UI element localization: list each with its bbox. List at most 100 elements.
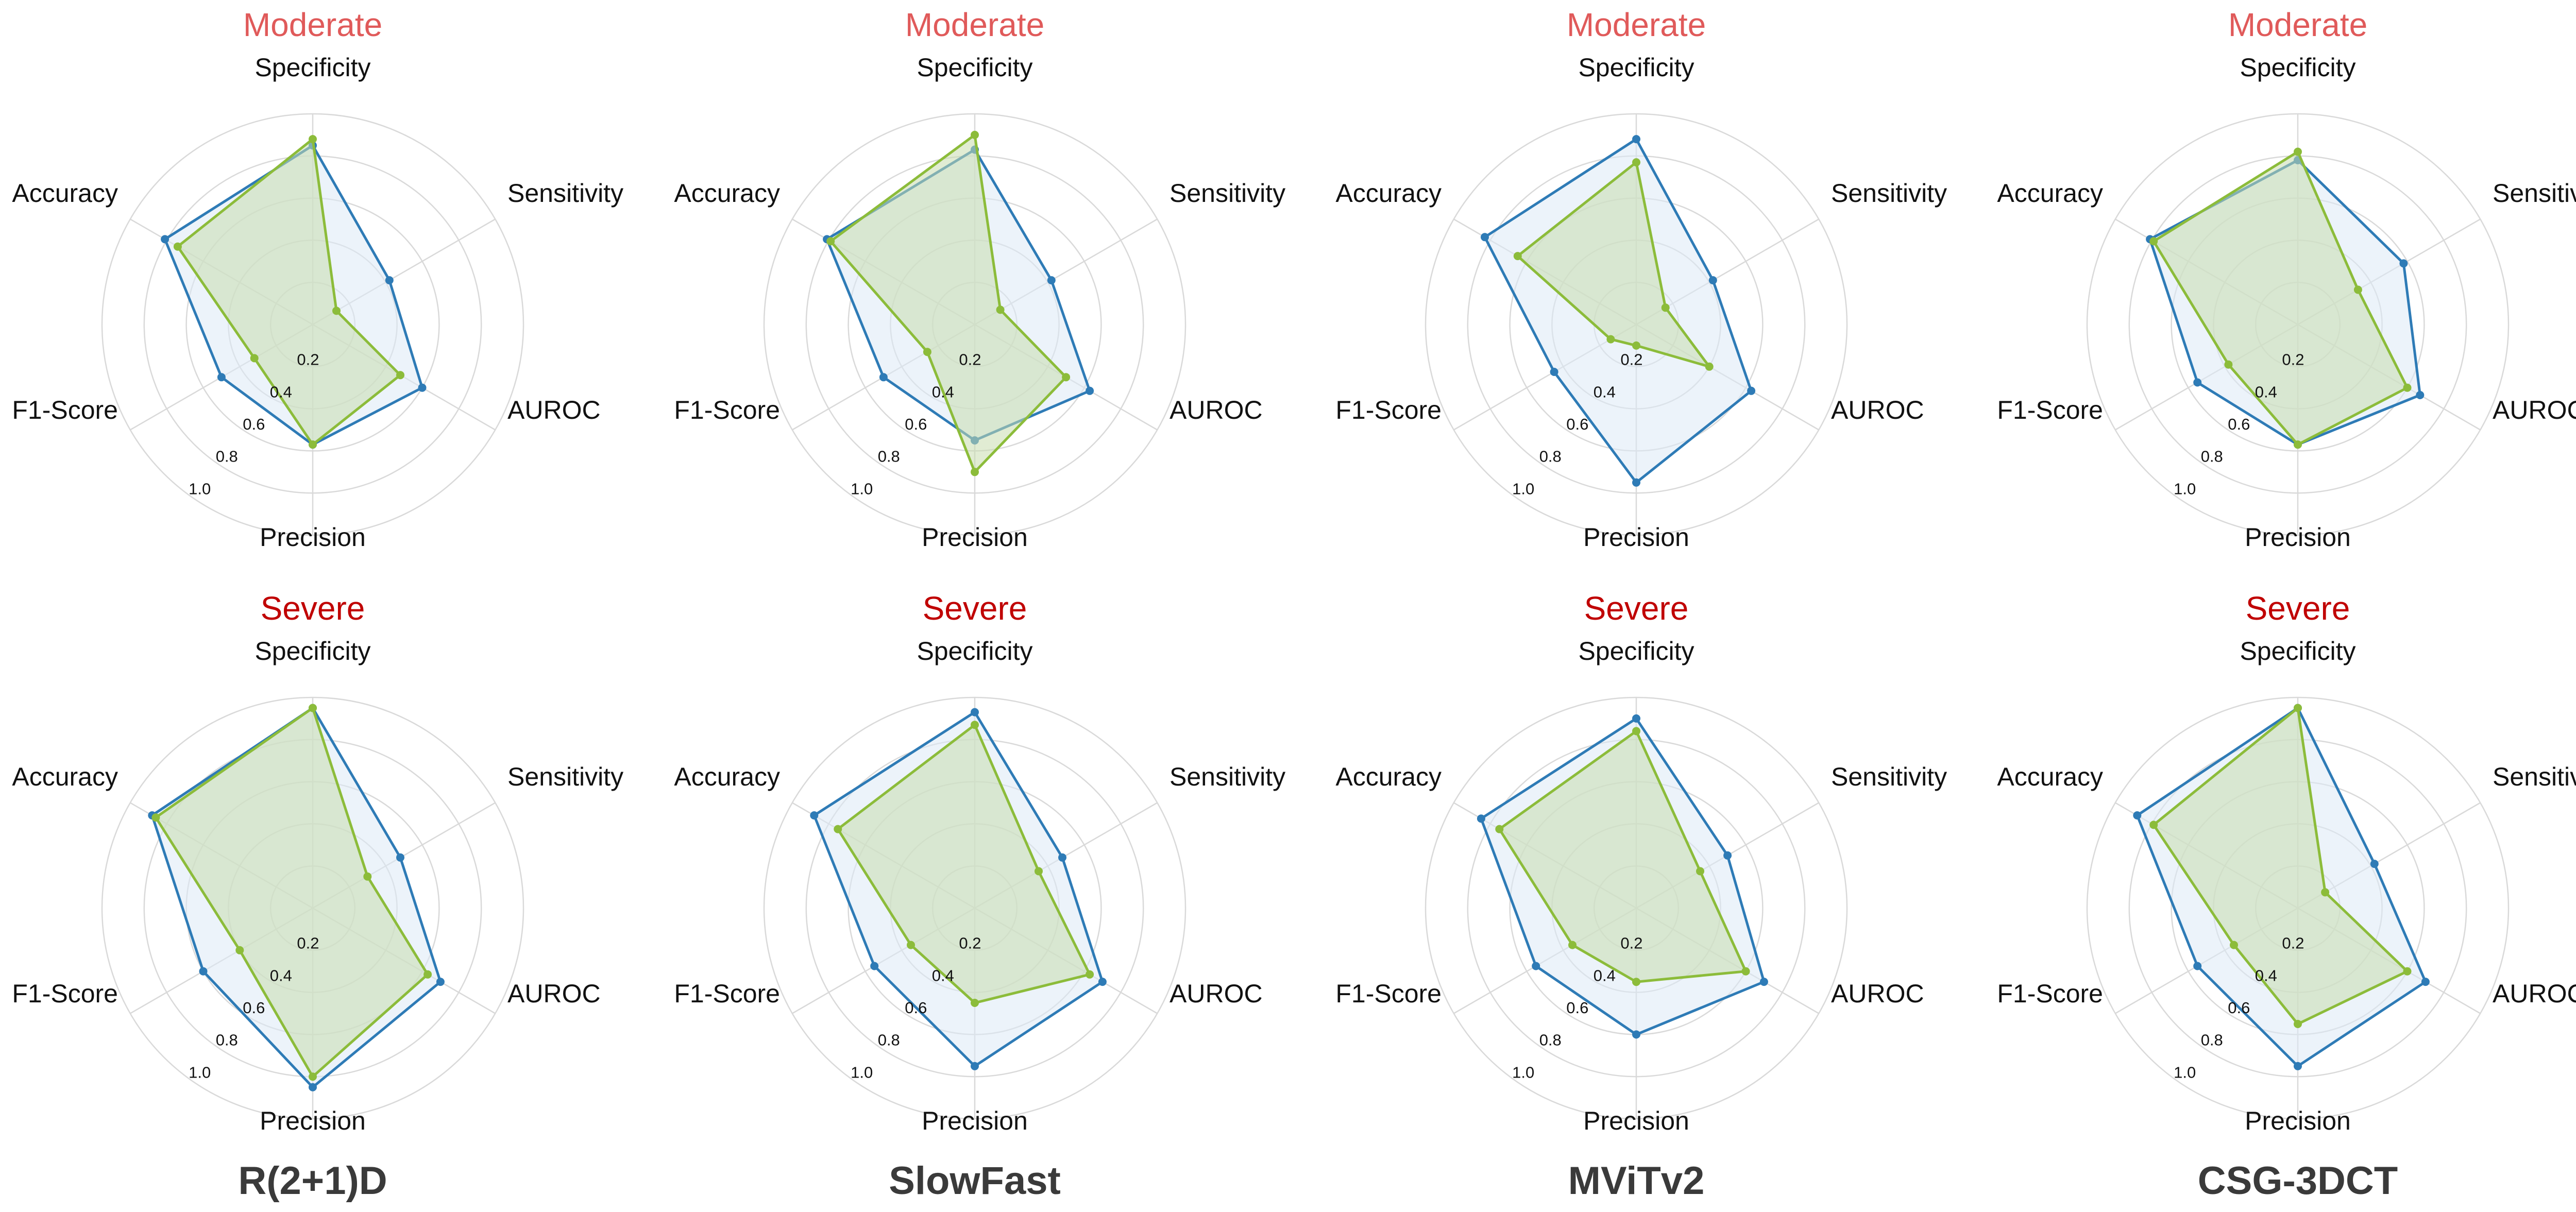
data-point-blue-auroc bbox=[2421, 978, 2430, 986]
tick-label: 0.4 bbox=[2255, 383, 2277, 401]
data-point-green-f1-score bbox=[235, 946, 244, 954]
data-point-green-precision bbox=[971, 999, 979, 1007]
axis-label-auroc: AUROC bbox=[2493, 396, 2576, 424]
axis-label-accuracy: Accuracy bbox=[12, 762, 118, 791]
data-point-green-precision bbox=[309, 1072, 317, 1081]
tick-label: 1.0 bbox=[1512, 1063, 1534, 1081]
tick-label: 0.4 bbox=[1594, 383, 1616, 401]
model-title-r2plus1d: R(2+1)D bbox=[238, 1159, 387, 1203]
axis-label-specificity: Specificity bbox=[1578, 637, 1694, 665]
axis-label-accuracy: Accuracy bbox=[12, 179, 118, 208]
data-point-blue-accuracy bbox=[1477, 814, 1485, 823]
axis-label-f1-score: F1-Score bbox=[1335, 396, 1442, 424]
data-point-blue-accuracy bbox=[2133, 811, 2142, 820]
axis-label-specificity: Specificity bbox=[1578, 53, 1694, 82]
tick-label: 0.2 bbox=[959, 351, 981, 369]
data-point-green-f1-score bbox=[250, 354, 259, 363]
axis-label-specificity: Specificity bbox=[917, 53, 1032, 82]
axis-label-auroc: AUROC bbox=[1831, 396, 1924, 424]
data-point-green-sensitivity bbox=[1661, 303, 1670, 312]
tick-label: 0.2 bbox=[1620, 351, 1642, 369]
model-title-mvitv2: MViTv2 bbox=[1568, 1159, 1705, 1203]
severity-title-moderate: Moderate bbox=[1567, 6, 1706, 43]
axis-label-accuracy: Accuracy bbox=[674, 179, 780, 208]
data-point-green-auroc bbox=[1062, 373, 1071, 382]
data-point-blue-auroc bbox=[436, 978, 445, 986]
data-point-blue-precision bbox=[2294, 1062, 2302, 1070]
data-point-green-accuracy bbox=[1495, 825, 1504, 833]
axis-label-auroc: AUROC bbox=[1831, 979, 1924, 1008]
radar-chart-mvitv2-moderate: 0.20.4 0.60.8 1.0 Specificity Sensitivity AUR… bbox=[1335, 6, 1947, 552]
model-title-slowfast: SlowFast bbox=[889, 1159, 1061, 1203]
data-point-blue-f1-score bbox=[217, 373, 226, 382]
data-point-green-sensitivity bbox=[1696, 867, 1704, 876]
data-point-blue-specificity bbox=[1632, 714, 1640, 723]
tick-label: 1.0 bbox=[189, 1063, 211, 1081]
data-point-green-precision bbox=[1632, 341, 1640, 350]
data-point-blue-f1-score bbox=[2193, 378, 2202, 387]
data-point-blue-precision bbox=[1632, 1030, 1640, 1039]
severity-title-moderate: Moderate bbox=[905, 6, 1044, 43]
tick-label: 0.2 bbox=[297, 351, 319, 369]
data-point-green-accuracy bbox=[834, 825, 842, 833]
tick-label: 0.2 bbox=[297, 934, 319, 952]
data-point-green-sensitivity bbox=[363, 872, 372, 881]
tick-label: 0.4 bbox=[932, 383, 954, 401]
data-point-green-precision bbox=[309, 440, 317, 449]
data-point-green-specificity bbox=[971, 130, 979, 139]
data-point-blue-sensitivity bbox=[2399, 259, 2408, 268]
axis-label-precision: Precision bbox=[922, 523, 1028, 552]
axis-label-specificity: Specificity bbox=[255, 53, 370, 82]
data-point-green-sensitivity bbox=[996, 305, 1005, 314]
severity-title-moderate: Moderate bbox=[2228, 6, 2367, 43]
axis-label-sensitivity: Sensitivity bbox=[507, 762, 623, 791]
tick-label: 0.6 bbox=[1566, 415, 1588, 433]
tick-label: 0.6 bbox=[2228, 999, 2250, 1017]
data-point-blue-accuracy bbox=[1481, 233, 1489, 242]
axis-label-precision: Precision bbox=[260, 1106, 366, 1135]
data-point-green-f1-score bbox=[2230, 941, 2238, 949]
tick-label: 0.6 bbox=[905, 999, 927, 1017]
data-point-green-specificity bbox=[2294, 147, 2302, 156]
data-point-green-auroc bbox=[1086, 970, 1094, 979]
data-point-green-f1-score bbox=[923, 348, 931, 356]
axis-label-auroc: AUROC bbox=[507, 979, 601, 1008]
data-point-blue-f1-score bbox=[1532, 962, 1540, 970]
axis-label-precision: Precision bbox=[1583, 523, 1689, 552]
axis-label-sensitivity: Sensitivity bbox=[1170, 179, 1285, 208]
data-point-green-precision bbox=[1632, 978, 1640, 986]
data-point-green-accuracy bbox=[826, 237, 835, 246]
data-point-blue-sensitivity bbox=[1058, 853, 1066, 862]
axis-label-specificity: Specificity bbox=[917, 637, 1032, 665]
data-point-green-auroc bbox=[2403, 967, 2412, 976]
data-point-blue-f1-score bbox=[2193, 962, 2202, 970]
axis-label-f1-score: F1-Score bbox=[674, 396, 780, 424]
axis-label-auroc: AUROC bbox=[507, 396, 601, 424]
tick-label: 0.6 bbox=[243, 999, 265, 1017]
tick-label: 1.0 bbox=[1512, 480, 1534, 498]
axis-label-auroc: AUROC bbox=[2493, 979, 2576, 1008]
data-point-blue-sensitivity bbox=[1723, 851, 1732, 860]
axis-label-auroc: AUROC bbox=[1170, 979, 1263, 1008]
data-point-green-accuracy bbox=[2149, 237, 2158, 246]
tick-label: 1.0 bbox=[851, 480, 873, 498]
tick-label: 0.8 bbox=[878, 1031, 900, 1049]
data-point-green-precision bbox=[971, 468, 979, 476]
radar-chart-slowfast-moderate: 0.2 0.4 0.6 0.8 1.0 Specificity Sensitivity AUR… bbox=[674, 6, 1285, 552]
data-point-green-auroc bbox=[1705, 362, 1714, 371]
data-point-green-specificity bbox=[2294, 704, 2302, 712]
data-point-green-f1-score bbox=[907, 941, 915, 949]
data-point-blue-auroc bbox=[1759, 978, 1768, 986]
data-point-green-specificity bbox=[1632, 158, 1640, 167]
tick-label: 0.2 bbox=[959, 934, 981, 952]
data-point-green-f1-score bbox=[1568, 941, 1577, 949]
axis-label-sensitivity: Sensitivity bbox=[2493, 179, 2576, 208]
data-point-blue-sensitivity bbox=[396, 853, 404, 862]
tick-label: 0.8 bbox=[1539, 448, 1562, 466]
data-point-green-sensitivity bbox=[2321, 888, 2330, 897]
axis-label-accuracy: Accuracy bbox=[1335, 762, 1442, 791]
data-point-green-accuracy bbox=[151, 813, 160, 822]
radar-chart-r-2-1-d-moderate: 0.2 0.4 0.6 0.8 1.0 Specificity Sensitivity AUR… bbox=[12, 6, 623, 552]
tick-label: 0.4 bbox=[2255, 966, 2277, 984]
